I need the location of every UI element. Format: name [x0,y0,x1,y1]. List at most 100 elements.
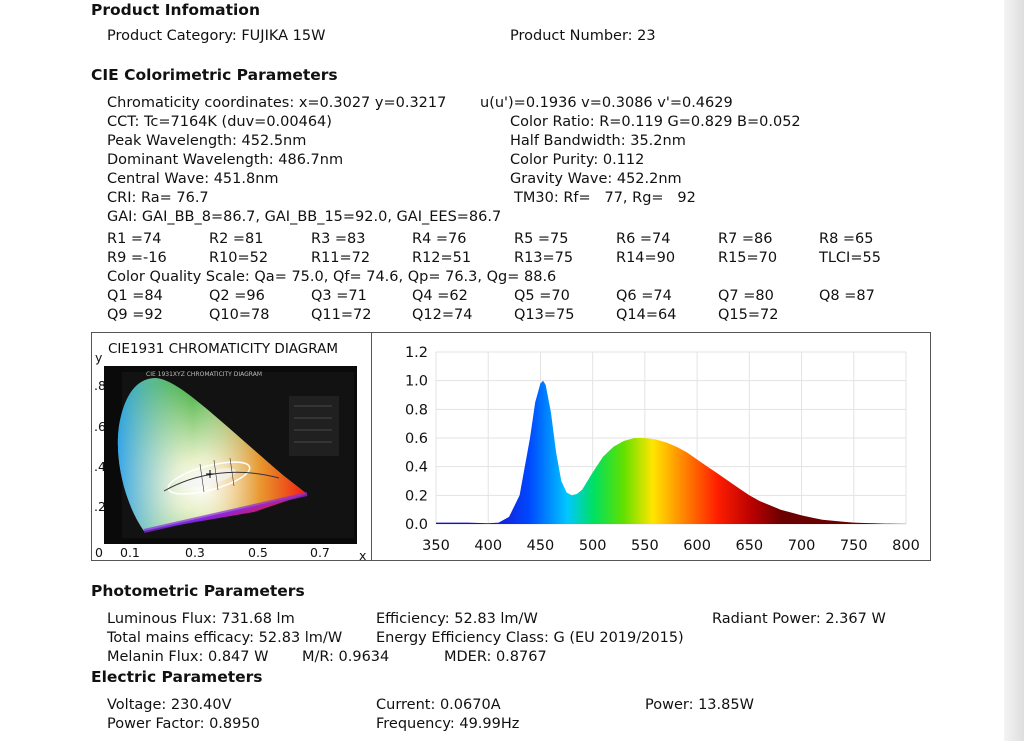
x-tick-label: 750 [840,538,868,554]
y-tick-label: 0.8 [405,402,428,418]
melanin-flux: Melanin Flux: 0.847 W [107,649,269,665]
cri-value: CRI: Ra= 76.7 [107,190,209,206]
cie-x-label: x [359,548,367,563]
spectrum-y-ticks: 0.0 0.2 0.4 0.6 0.8 1.0 1.2 [405,345,428,533]
r-value: R8 =65 [819,231,874,247]
chromaticity-coords: Chromaticity coordinates: x=0.3027 y=0.3… [107,95,447,111]
gravity-wave: Gravity Wave: 452.2nm [510,171,682,187]
r-value: R7 =86 [718,231,773,247]
color-quality-scale: Color Quality Scale: Qa= 75.0, Qf= 74.6,… [107,269,557,285]
spectrum-x-ticks: 350 400 450 500 550 600 650 700 750 800 [422,538,920,554]
product-category: Product Category: FUJIKA 15W [107,28,326,44]
color-ratio: Color Ratio: R=0.119 G=0.829 B=0.052 [510,114,801,130]
cie-y-tick: .8 [94,378,106,393]
q-value: Q2 =96 [209,288,265,304]
q-value: Q4 =62 [412,288,468,304]
cie-y-tick: .2 [94,499,106,514]
uv-coords: u(u')=0.1936 v=0.3086 v'=0.4629 [480,95,733,111]
r-value: R6 =74 [616,231,671,247]
cie-inner-title: CIE 1931XYZ CHROMATICITY DIAGRAM [146,371,262,378]
electric-header: Electric Parameters [91,668,263,686]
r-value: R5 =75 [514,231,569,247]
q-value: Q9 =92 [107,307,163,323]
voltage: Voltage: 230.40V [107,697,232,713]
cie-y-label: y [95,350,103,365]
mr-ratio: M/R: 0.9634 [302,649,390,665]
cie-x-tick: 0 [95,545,103,560]
q-value: Q14=64 [616,307,677,323]
dominant-wavelength: Dominant Wavelength: 486.7nm [107,152,344,168]
y-tick-label: 0.0 [405,517,428,533]
luminous-flux: Luminous Flux: 731.68 lm [107,611,295,627]
half-bandwidth: Half Bandwidth: 35.2nm [510,133,686,149]
cie-x-tick: 0.1 [120,545,140,560]
photometric-header: Photometric Parameters [91,582,305,600]
x-tick-label: 350 [422,538,450,554]
central-wave: Central Wave: 451.8nm [107,171,279,187]
r-value: R14=90 [616,250,676,266]
current: Current: 0.0670A [376,697,501,713]
mder-value: MDER: 0.8767 [444,649,547,665]
cie-diagram-title: CIE1931 CHROMATICITY DIAGRAM [108,341,338,357]
product-info-header: Product Infomation [91,1,260,19]
q-value: Q10=78 [209,307,270,323]
cct-value: CCT: Tc=7164K (duv=0.00464) [107,114,332,130]
cie-y-tick: .6 [94,419,106,434]
r-value: R1 =74 [107,231,162,247]
total-mains-efficacy: Total mains efficacy: 52.83 lm/W [107,630,343,646]
radiant-power: Radiant Power: 2.367 W [712,611,886,627]
q-value: Q11=72 [311,307,372,323]
x-tick-label: 400 [474,538,502,554]
r-value: R11=72 [311,250,371,266]
tlci-value: TLCI=55 [819,250,881,266]
cie-x-tick: 0.7 [310,545,330,560]
tm30-value: TM30: Rf= 77, Rg= 92 [514,190,696,206]
x-tick-label: 500 [579,538,607,554]
y-tick-label: 1.0 [405,374,428,390]
q-value: Q8 =87 [819,288,875,304]
r-value: R3 =83 [311,231,366,247]
color-purity: Color Purity: 0.112 [510,152,645,168]
y-tick-label: 1.2 [405,345,428,361]
r-value: R9 =-16 [107,250,167,266]
y-tick-label: 0.4 [405,460,428,476]
q-value: Q7 =80 [718,288,774,304]
charts-divider [371,333,372,560]
q-value: Q3 =71 [311,288,367,304]
spectrum-area [436,380,906,524]
q-value: Q6 =74 [616,288,672,304]
frequency: Frequency: 49.99Hz [376,716,520,732]
cie-chromaticity-image: CIE 1931XYZ CHROMATICITY DIAGRAM [104,366,357,544]
r-value: R10=52 [209,250,269,266]
gai-value: GAI: GAI_BB_8=86.7, GAI_BB_15=92.0, GAI_… [107,209,502,225]
q-value: Q15=72 [718,307,779,323]
power-factor: Power Factor: 0.8950 [107,716,260,732]
energy-efficiency-class: Energy Efficiency Class: G (EU 2019/2015… [376,630,684,646]
r-value: R2 =81 [209,231,264,247]
r-value: R12=51 [412,250,472,266]
q-value: Q12=74 [412,307,473,323]
q-value: Q13=75 [514,307,575,323]
page-edge-shadow [1004,0,1024,741]
q-value: Q5 =70 [514,288,570,304]
x-tick-label: 600 [683,538,711,554]
x-tick-label: 650 [735,538,763,554]
cie-x-tick: 0.5 [248,545,268,560]
x-tick-label: 800 [892,538,920,554]
product-number: Product Number: 23 [510,28,656,44]
power: Power: 13.85W [645,697,754,713]
y-tick-label: 0.6 [405,431,428,447]
efficiency: Efficiency: 52.83 lm/W [376,611,538,627]
q-value: Q1 =84 [107,288,163,304]
r-value: R4 =76 [412,231,467,247]
charts-panel: CIE1931 CHROMATICITY DIAGRAM y .8 .6 .4 … [91,332,931,563]
y-tick-label: 0.2 [405,488,428,504]
x-tick-label: 550 [631,538,659,554]
cie-x-tick: 0.3 [185,545,205,560]
cie-y-tick: .4 [94,459,106,474]
spectrum-chart: 0.0 0.2 0.4 0.6 0.8 1.0 1.2 350 400 450 500 550 600… [405,345,920,554]
cie-params-header: CIE Colorimetric Parameters [91,66,338,84]
x-tick-label: 450 [527,538,555,554]
r-value: R15=70 [718,250,778,266]
x-tick-label: 700 [788,538,816,554]
